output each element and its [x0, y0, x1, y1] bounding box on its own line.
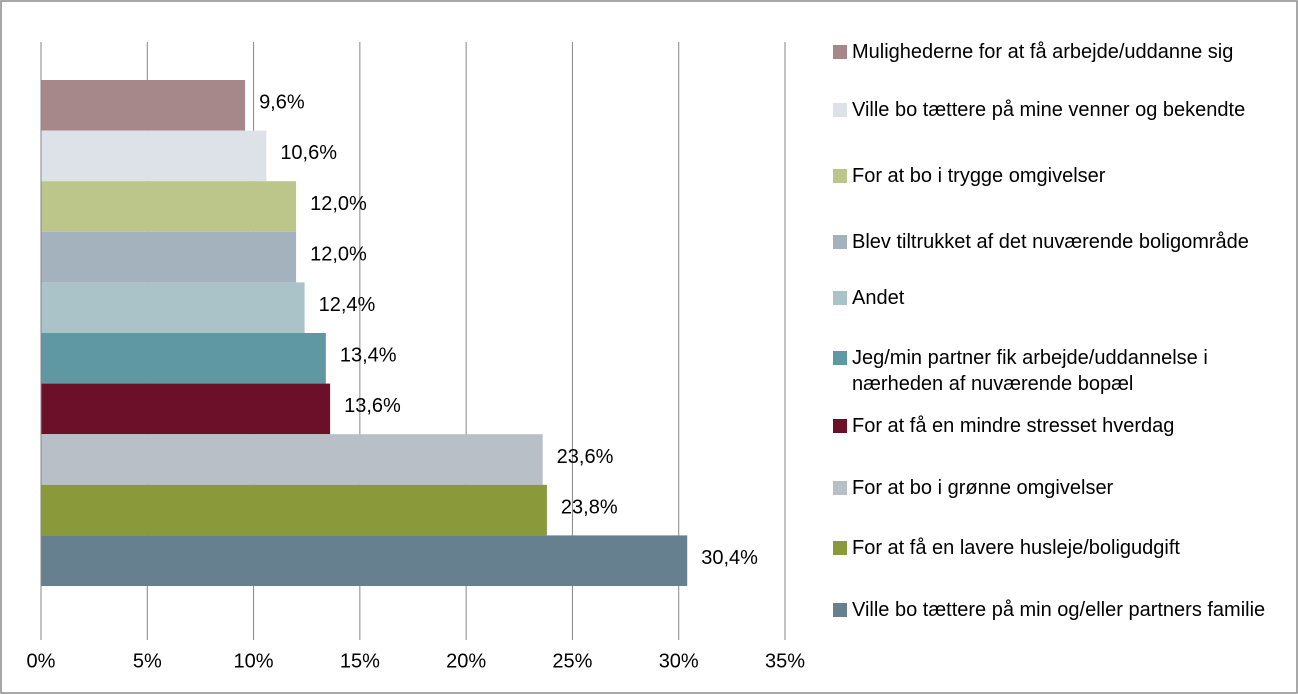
legend-label: Andet: [852, 287, 905, 309]
bar: [41, 484, 547, 536]
bar: [41, 80, 246, 131]
legend-swatch: [833, 103, 847, 117]
bar: [41, 333, 326, 384]
bar: [41, 130, 267, 182]
legend-swatch: [833, 291, 847, 305]
x-tick-label: 10%: [234, 650, 274, 672]
x-tick-label: 30%: [659, 650, 699, 672]
data-label: 23,6%: [557, 446, 614, 468]
data-label: 12,0%: [310, 193, 367, 215]
data-label: 23,8%: [561, 496, 618, 518]
bar: [41, 434, 543, 485]
legend-swatch: [833, 541, 847, 555]
data-label: 12,4%: [319, 294, 376, 316]
legend-label: For at bo i trygge omgivelser: [852, 165, 1106, 187]
data-label: 30,4%: [701, 547, 758, 569]
legend-swatch: [833, 169, 847, 183]
legend-label: For at få en mindre stresset hverdag: [852, 415, 1175, 437]
x-tick-label: 25%: [552, 650, 592, 672]
bar: [41, 231, 297, 283]
legend-swatch: [833, 351, 847, 365]
legend-swatch: [833, 481, 847, 495]
x-tick-label: 20%: [446, 650, 486, 672]
legend-label: Jeg/min partner fik arbejde/uddannelse i…: [852, 347, 1208, 395]
bar: [41, 383, 331, 435]
data-label: 12,0%: [310, 243, 367, 265]
x-tick-label: 15%: [340, 650, 380, 672]
legend-label: Blev tiltrukket af det nuværende boligom…: [852, 231, 1249, 253]
legend-label: Ville bo tættere på min og/eller partner…: [852, 599, 1266, 621]
legend-swatch: [833, 419, 847, 433]
data-label: 10,6%: [280, 142, 337, 164]
bar: [41, 535, 688, 586]
legend-label: For at få en lavere husleje/boligudgift: [852, 537, 1180, 559]
data-label: 13,4%: [340, 345, 397, 367]
x-tick-label: 5%: [133, 650, 162, 672]
x-tick-label: 35%: [765, 650, 805, 672]
data-label: 13,6%: [344, 395, 401, 417]
legend-swatch: [833, 45, 847, 59]
data-label: 9,6%: [259, 92, 305, 114]
bar: [41, 181, 297, 232]
bar: [41, 282, 305, 333]
legend-swatch: [833, 235, 847, 249]
legend-label: For at bo i grønne omgivelser: [852, 477, 1114, 499]
legend-swatch: [833, 603, 847, 617]
legend-label: Ville bo tættere på mine venner og beken…: [852, 99, 1246, 121]
legend-label: Mulighederne for at få arbejde/uddanne s…: [852, 41, 1234, 63]
x-tick-label: 0%: [27, 650, 56, 672]
